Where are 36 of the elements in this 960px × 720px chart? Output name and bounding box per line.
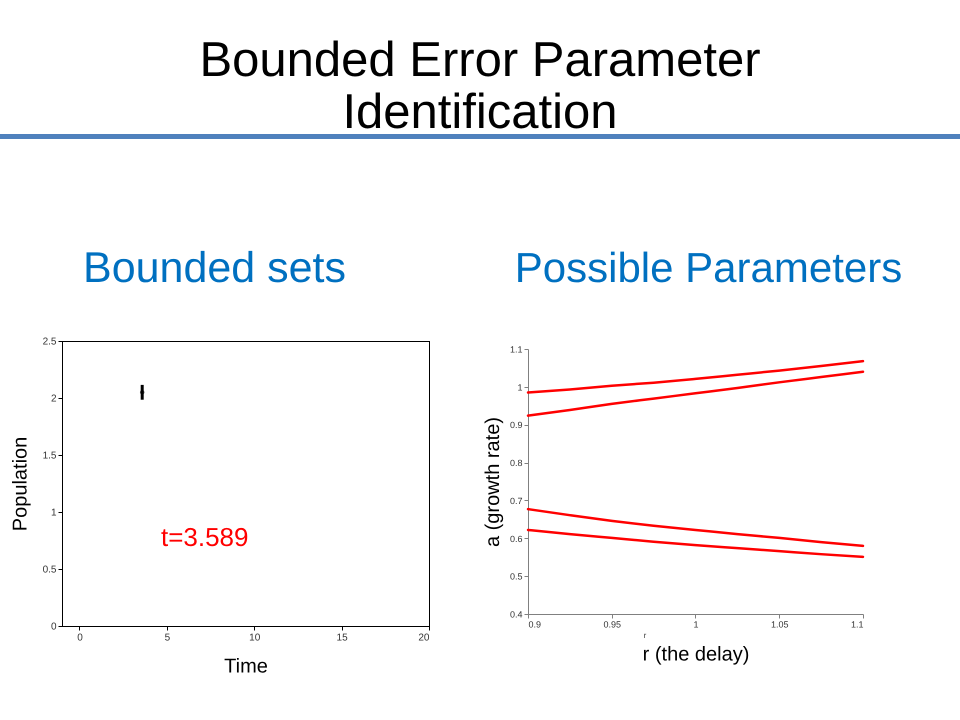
chart-title: Possible Parameters [514,244,902,291]
line-series [526,528,864,558]
y-tick-label: 0.5 [510,572,522,582]
y-tick-label: 0.7 [510,496,522,506]
annotation: t=3.589 [161,522,248,552]
line-series [526,370,864,417]
y-axis-title: Population [10,436,32,532]
x-tick-label: 0.95 [603,620,622,630]
x-tick-label: 15 [336,632,348,644]
x-axis-title: r (the delay) [642,644,750,666]
y-tick-label: 1.5 [42,450,57,462]
x-tick-label: 1 [693,620,699,630]
x-tick-label: 10 [249,632,261,644]
y-tick-label: 1.1 [510,344,522,354]
y-tick-label: 0.4 [510,610,522,620]
y-tick-label: 2 [50,394,57,404]
x-tick-label: 20 [418,632,430,644]
y-tick-label: 1 [50,508,57,518]
y-tick-label: 0.8 [510,458,522,468]
chart-title: Bounded Error Parameter Identification [198,33,762,139]
y-tick-label: 1 [517,382,522,392]
x-axis-title: Time [224,656,268,678]
line-series [526,360,864,394]
y-tick-label: 0.9 [510,420,522,430]
chart-subtitle: Bounded sets [83,244,346,292]
line-series [526,508,864,548]
y-tick-label: 0.5 [42,564,57,576]
x-tick-label: 5 [164,632,171,644]
x-tick-label: 1.1 [850,620,864,630]
text: r [644,631,647,640]
x-tick-label: 0.9 [528,620,542,630]
y-axis-title: a (growth rate) [482,416,504,548]
y-tick-label: 2.5 [42,336,57,348]
x-tick-label: 1.05 [770,620,789,630]
x-tick-label: 0 [77,632,84,644]
y-tick-label: 0.6 [510,534,522,544]
